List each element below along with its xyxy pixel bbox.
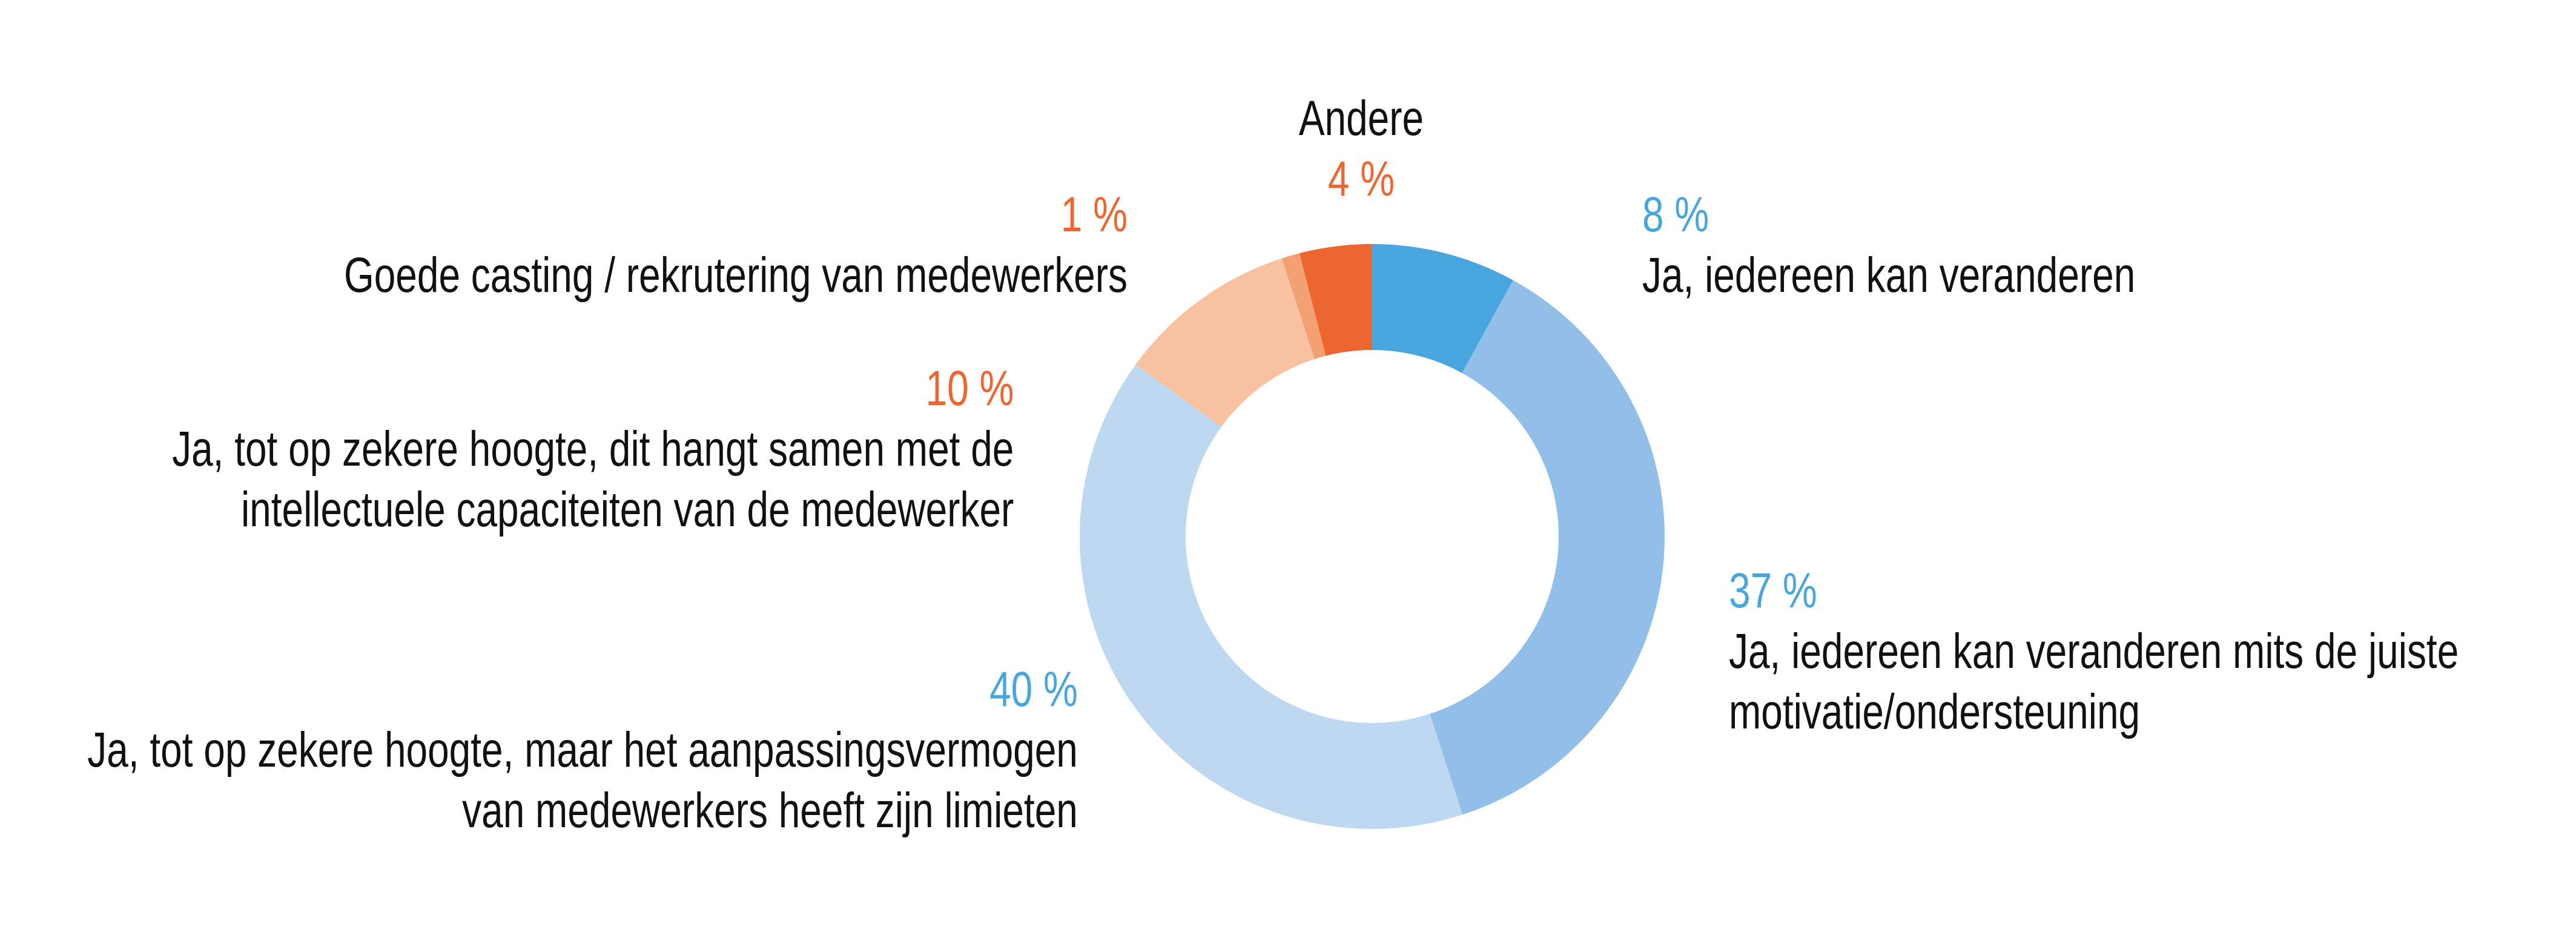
- slice-value-iedereen-kan-veranderen: 8 %: [1642, 187, 1709, 242]
- donut-slices: [1079, 244, 1665, 830]
- slice-value-andere: 4 %: [1327, 151, 1395, 206]
- slice-value-mits-motivatie: 37 %: [1729, 563, 1817, 618]
- label-mits-motivatie: 37 % Ja, iedereen kan veranderen mits de…: [1729, 561, 2459, 742]
- slice-label-intellectuele-capaciteiten-line1: Ja, tot op zekere hoogte, dit hangt same…: [171, 421, 1014, 477]
- donut-slice-3: [1135, 258, 1315, 427]
- slice-value-aanpassingsvermogen: 40 %: [989, 662, 1078, 717]
- donut-slice-0: [1372, 244, 1513, 374]
- slice-value-intellectuele-capaciteiten: 10 %: [925, 361, 1014, 416]
- label-andere: Andere 4 %: [1267, 88, 1456, 210]
- donut-slice-1: [1430, 280, 1665, 815]
- slice-value-goede-casting: 1 %: [1060, 187, 1128, 242]
- label-aanpassingsvermogen: 40 % Ja, tot op zekere hoogte, maar het …: [87, 659, 1078, 841]
- donut-slice-2: [1079, 365, 1463, 830]
- slice-label-aanpassingsvermogen-line1: Ja, tot op zekere hoogte, maar het aanpa…: [87, 722, 1078, 778]
- donut-slice-5: [1299, 244, 1372, 356]
- slice-label-aanpassingsvermogen-line2: van medewerkers heeft zijn limieten: [462, 783, 1078, 838]
- slice-label-intellectuele-capaciteiten-line2: intellectuele capaciteiten van de medewe…: [240, 482, 1014, 537]
- slice-label-iedereen-kan-veranderen: Ja, iedereen kan veranderen: [1642, 248, 2136, 303]
- slice-label-andere-name: Andere: [1298, 91, 1424, 146]
- slice-label-goede-casting: Goede casting / rekrutering van medewerk…: [343, 248, 1128, 303]
- donut-slice-4: [1281, 253, 1326, 360]
- slice-label-mits-motivatie-line1: Ja, iedereen kan veranderen mits de juis…: [1729, 624, 2459, 679]
- label-goede-casting: 1 % Goede casting / rekrutering van mede…: [344, 185, 1128, 306]
- slice-label-mits-motivatie-line2: motivatie/ondersteuning: [1729, 684, 2141, 739]
- label-iedereen-kan-veranderen: 8 % Ja, iedereen kan veranderen: [1642, 185, 2135, 306]
- label-intellectuele-capaciteiten: 10 % Ja, tot op zekere hoogte, dit hangt…: [172, 358, 1014, 540]
